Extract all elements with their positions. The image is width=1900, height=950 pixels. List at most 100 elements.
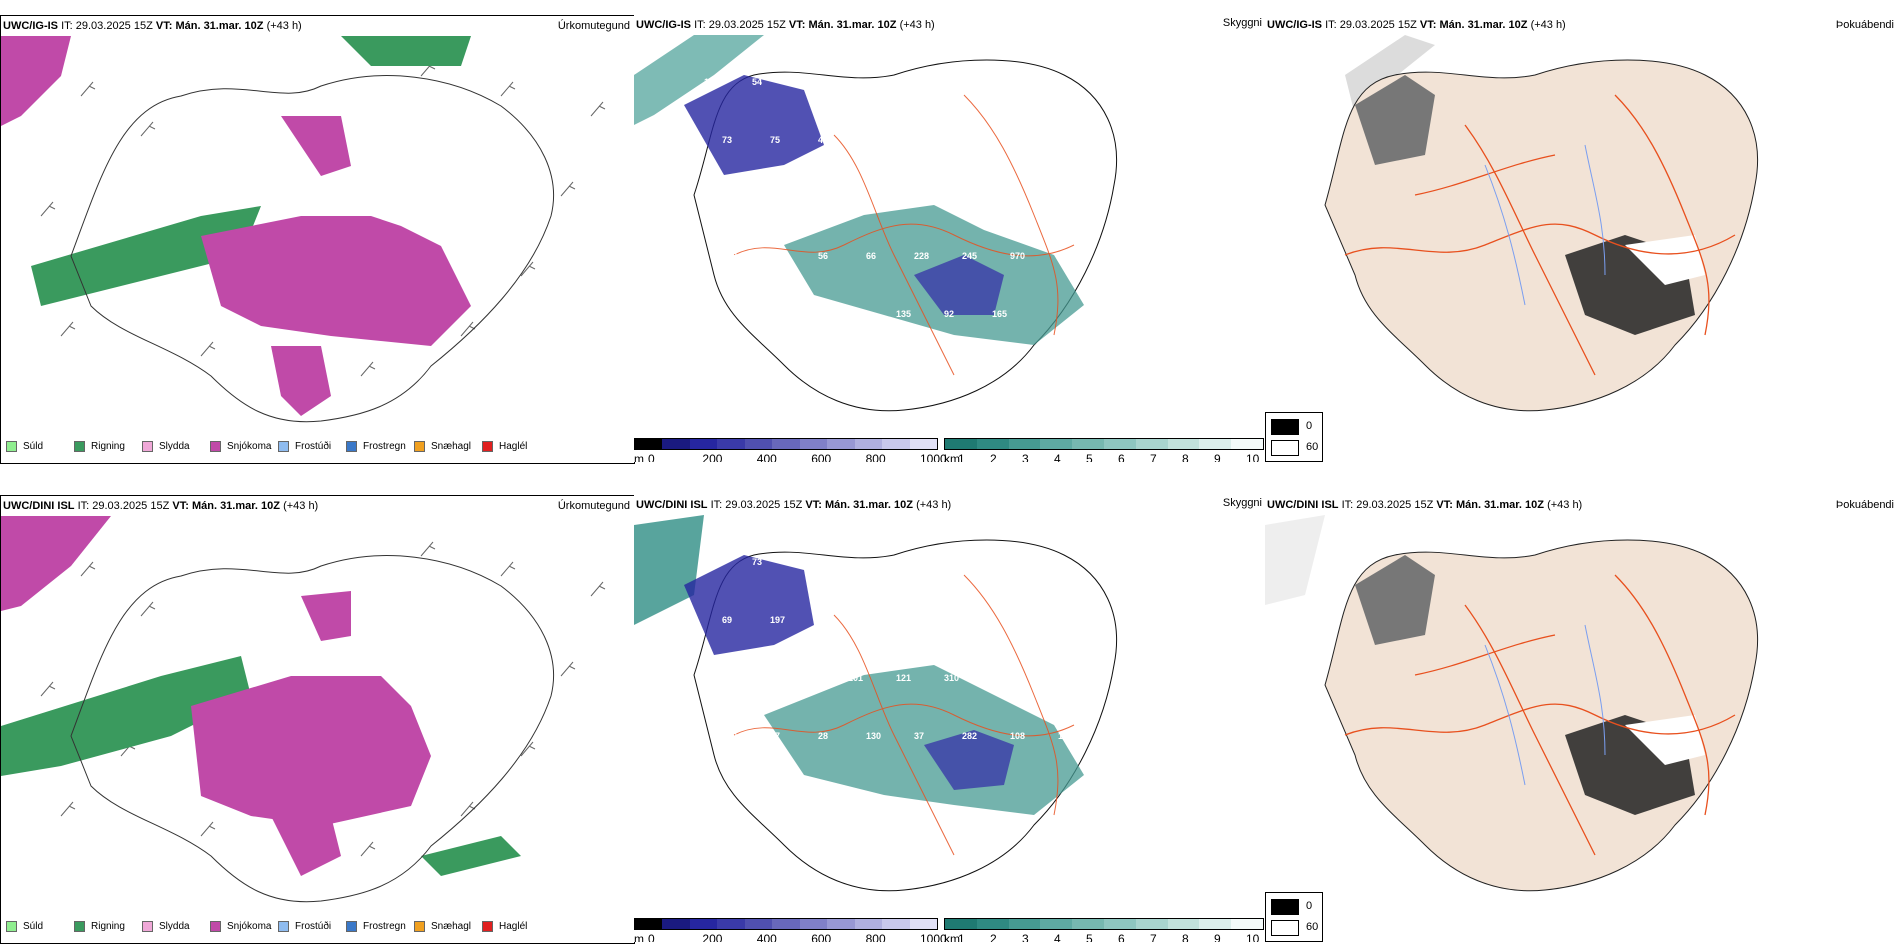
cloud-base-value-label: 245 bbox=[962, 251, 977, 261]
colorbar-segment bbox=[945, 919, 977, 929]
cloud-base-value-label: 197 bbox=[704, 193, 719, 203]
colorbar-tick-label: 1000 bbox=[920, 932, 947, 942]
fog-index-legend: 0 60 bbox=[1265, 892, 1323, 942]
cloud-base-value-label: 54 bbox=[800, 557, 810, 567]
colorbar-segment bbox=[717, 439, 745, 449]
panel-title: Þokuábendi bbox=[1835, 19, 1894, 31]
cloud-base-value-label: 149 bbox=[1040, 673, 1055, 683]
cloud-base-value-label: 110 bbox=[752, 789, 767, 799]
cloud-base-value-label: 199 bbox=[800, 789, 815, 799]
colorbar-segment bbox=[1135, 439, 1168, 449]
colorbar-tick-label: 6 bbox=[1118, 452, 1125, 462]
precip-legend-swatch bbox=[6, 921, 17, 932]
precip-legend-swatch bbox=[6, 441, 17, 452]
cloud-base-value-label: 157 bbox=[800, 193, 815, 203]
colorbar-tick-label: 800 bbox=[865, 932, 886, 942]
colorbar-tick-label: 200 bbox=[702, 452, 723, 462]
colorbar-segment bbox=[1135, 919, 1168, 929]
precip-legend-label: Súld bbox=[23, 441, 44, 452]
precip-legend-item: Rigning bbox=[74, 441, 140, 452]
colorbar-segment bbox=[689, 919, 718, 929]
panel-title: Skyggni bbox=[1222, 497, 1262, 509]
cloud-base-value-label: 310 bbox=[944, 673, 959, 683]
precip-legend-label: Frostregn bbox=[363, 921, 406, 932]
colorbar-tick-label: 7 bbox=[1150, 932, 1157, 942]
colorbar-segment bbox=[689, 439, 718, 449]
fog-index-map-graphic bbox=[1324, 35, 1759, 412]
cloud-base-value-label: 66 bbox=[896, 557, 906, 567]
colorbar-segment bbox=[662, 919, 690, 929]
cloud-base-value-label: 116 bbox=[848, 309, 863, 319]
cloud-base-value-label: 47 bbox=[800, 77, 810, 87]
cloud-base-value-label: 88 bbox=[992, 673, 1002, 683]
precip-legend-item: Rigning bbox=[74, 921, 140, 932]
map-header: UWC/DINI ISL IT: 29.03.2025 15Z VT: Mán.… bbox=[3, 500, 319, 512]
colorbar-tick-label: 3 bbox=[1022, 452, 1029, 462]
cloud-base-value-label: 100 bbox=[1058, 731, 1073, 741]
cloud-base-value-label: 54 bbox=[752, 77, 762, 87]
cloud-base-value-label: 197 bbox=[770, 615, 785, 625]
cloud-base-value-label: 136 bbox=[944, 193, 959, 203]
cloud-base-value-label: 56 bbox=[818, 251, 828, 261]
map-header: UWC/IG-IS IT: 29.03.2025 15Z VT: Mán. 31… bbox=[636, 19, 935, 31]
precip-legend-swatch bbox=[414, 921, 425, 932]
cloud-base-value-label: 44 bbox=[848, 557, 858, 567]
map-header: UWC/DINI ISL IT: 29.03.2025 15Z VT: Mán.… bbox=[636, 499, 952, 511]
precip-legend-label: Súld bbox=[23, 921, 44, 932]
cloud-base-value-label: 116 bbox=[1040, 557, 1055, 567]
colorbar-segment bbox=[882, 919, 910, 929]
colorbar-segment bbox=[799, 919, 828, 929]
colorbar-segment bbox=[1008, 919, 1041, 929]
precip-type-map-graphic bbox=[1, 36, 606, 423]
cloud-base-colorbar bbox=[634, 438, 938, 450]
colorbar-unit: m bbox=[634, 932, 644, 942]
colorbar-tick-label: 8 bbox=[1182, 452, 1189, 462]
precip-legend-label: Frostúði bbox=[295, 441, 332, 452]
precip-legend-label: Snjókoma bbox=[227, 921, 272, 932]
colorbar-tick-label: 4 bbox=[1054, 932, 1061, 942]
cloud-base-value-label: 217 bbox=[704, 673, 719, 683]
colorbar-segment bbox=[1103, 919, 1136, 929]
cloud-base-value-label: 156 bbox=[1058, 615, 1073, 625]
precip-legend-item: Slydda bbox=[142, 441, 208, 452]
colorbar-segment bbox=[717, 919, 745, 929]
map-header: UWC/IG-IS IT: 29.03.2025 15Z VT: Mán. 31… bbox=[1267, 19, 1566, 31]
colorbar-tick-label: 2 bbox=[990, 452, 997, 462]
precip-legend-item: Snæhagl bbox=[414, 921, 480, 932]
colorbar-segment bbox=[1040, 439, 1073, 449]
precip-legend-label: Rigning bbox=[91, 921, 125, 932]
visibility-colorbar bbox=[944, 438, 1264, 450]
fog-legend-high-swatch bbox=[1271, 899, 1299, 915]
colorbar-segment bbox=[909, 439, 937, 449]
colorbar-tick-label: 200 bbox=[702, 932, 723, 942]
colorbar-segment bbox=[1167, 439, 1200, 449]
colorbar-tick-label: 3 bbox=[1022, 932, 1029, 942]
precip-legend-label: Slydda bbox=[159, 441, 190, 452]
colorbar-tick-label: 1000 bbox=[920, 452, 947, 462]
colorbar-segment bbox=[635, 439, 663, 449]
colorbar-tick-label: 0 bbox=[648, 932, 655, 942]
colorbar-segment bbox=[976, 439, 1009, 449]
cloud-base-vis-map-bottom: 60 73 54 44 66 13 82 116 69 197 48 149 276 123 644 156 2… bbox=[634, 495, 1264, 942]
precip-legend-label: Haglél bbox=[499, 441, 528, 452]
cloud-base-value-label: 108 bbox=[1010, 731, 1025, 741]
precip-legend-swatch bbox=[278, 441, 289, 452]
cloud-base-value-label: 125 bbox=[896, 193, 911, 203]
colorbar-segment bbox=[744, 919, 773, 929]
cloud-base-value-label: 160 bbox=[722, 731, 737, 741]
precip-legend-swatch bbox=[414, 441, 425, 452]
colorbar-tick-label: 9 bbox=[1214, 452, 1221, 462]
cloud-base-value-label: 48 bbox=[818, 615, 828, 625]
precip-legend-item: Snjókoma bbox=[210, 441, 276, 452]
colorbar-segment bbox=[827, 439, 855, 449]
panel-title: Skyggni bbox=[1222, 17, 1262, 29]
map-header: UWC/IG-IS IT: 29.03.2025 15Z VT: Mán. 31… bbox=[3, 20, 302, 32]
colorbar-segment bbox=[1040, 919, 1073, 929]
fog-legend-low-swatch bbox=[1271, 920, 1299, 936]
colorbar-segment bbox=[662, 439, 690, 449]
cloud-base-value-label: 66 bbox=[866, 251, 876, 261]
colorbar-tick-label: 4 bbox=[1054, 452, 1061, 462]
cloud-base-value-label: 179 bbox=[1040, 193, 1055, 203]
colorbar-tick-label: 6 bbox=[1118, 932, 1125, 942]
cloud-base-value-label: 258 bbox=[722, 251, 737, 261]
